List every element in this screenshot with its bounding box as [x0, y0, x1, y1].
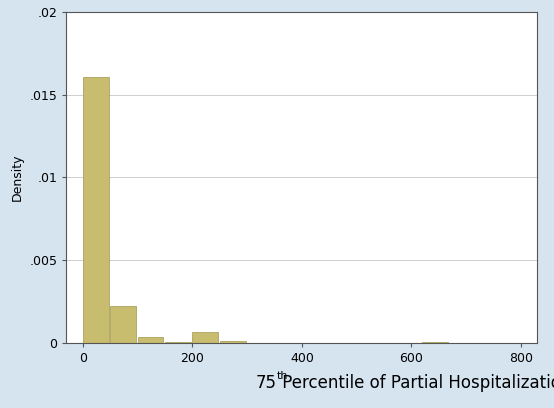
Bar — [137, 337, 163, 343]
Bar — [422, 342, 448, 343]
Bar — [110, 306, 136, 343]
Bar — [83, 77, 109, 343]
Bar — [220, 341, 245, 343]
Text: Percentile of Partial Hospitalization Visits: Percentile of Partial Hospitalization Vi… — [277, 374, 554, 392]
Text: th: th — [277, 371, 289, 381]
Bar — [192, 332, 218, 343]
Bar — [165, 342, 191, 343]
Y-axis label: Density: Density — [11, 154, 24, 201]
Text: 75: 75 — [256, 374, 277, 392]
